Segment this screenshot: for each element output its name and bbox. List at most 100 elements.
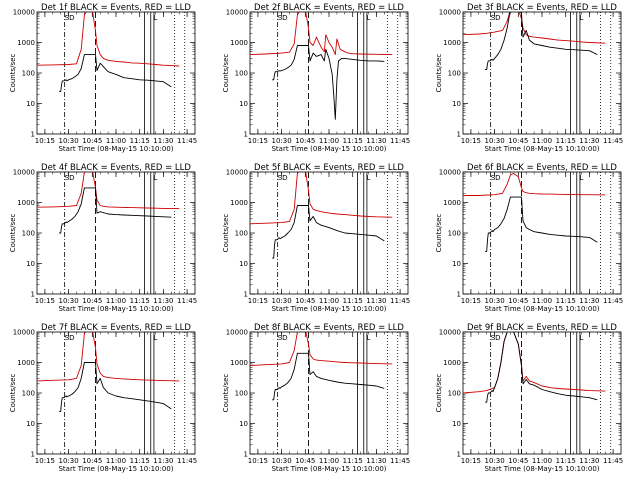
x-tick-label: 11:30 [366,297,386,305]
marker-label: S [491,14,496,22]
chart-panel-4: Det 4f BLACK = Events, RED = LLD 1 10 100 10… [9,163,197,313]
y-tick-label: 100 [448,390,461,398]
x-tick-label: 11:30 [366,137,386,145]
y-tick-label: 100 [22,390,35,398]
y-tick-label: 1000 [230,359,248,367]
chart-panel-6: Det 6f BLACK = Events, RED = LLD 1 10 100 10… [435,163,623,313]
marker-label: S [491,174,496,182]
marker-label: L [580,334,584,342]
series-line-lld [463,172,606,196]
x-tick-label: 11:45 [177,137,197,145]
y-tick-label: 1000 [17,359,35,367]
x-tick-label: 11:45 [603,137,623,145]
marker-label: D [282,14,287,22]
x-tick-label: 10:30 [59,297,79,305]
marker-label: D [282,174,287,182]
series-line-events [485,332,598,403]
time-markers [490,332,612,454]
x-tick-label: 10:15 [461,457,481,465]
x-axis-label: Start Time (08-May-15 10:10:00) [484,305,599,313]
y-tick-label: 1000 [230,199,248,207]
chart-title: Det 9f BLACK = Events, RED = LLD [467,323,617,333]
y-tick-label: 10 [452,420,461,428]
x-tick-label: 10:45 [508,457,528,465]
series-line-lld [250,172,393,225]
series-lines [250,172,393,259]
marker-label: D [495,334,500,342]
marker-label: L [367,174,371,182]
y-tick-label: 100 [22,70,35,78]
y-tick-label: 10000 [13,329,35,337]
y-axis-label: Counts/sec [222,374,230,413]
y-tick-label: 10 [452,100,461,108]
marker-label: D [69,334,74,342]
marker-label: S [278,14,283,22]
marker-label: L [154,14,158,22]
chart-title: Det 7f BLACK = Events, RED = LLD [41,323,191,333]
time-markers [64,332,186,454]
x-tick-label: 11:30 [153,297,173,305]
series-line-lld [37,12,180,67]
x-tick-label: 11:00 [319,297,339,305]
y-tick-label: 1 [31,131,35,139]
y-tick-label: 10 [452,260,461,268]
chart-panel-7: Det 7f BLACK = Events, RED = LLD 1 10 100 10… [9,323,197,473]
x-tick-label: 10:15 [248,137,268,145]
time-markers [277,12,399,134]
y-tick-label: 10000 [439,9,461,17]
x-tick-label: 10:45 [82,297,102,305]
marker-label: L [367,334,371,342]
x-axis-label: Start Time (08-May-15 10:10:00) [484,145,599,153]
marker-label: D [282,334,287,342]
plot-frame [36,11,196,135]
x-axis-label: Start Time (08-May-15 10:10:00) [271,305,386,313]
x-tick-label: 11:00 [106,297,126,305]
x-tick-label: 10:45 [82,137,102,145]
series-lines [463,172,606,252]
marker-label: S [65,174,70,182]
y-tick-label: 1 [31,451,35,459]
series-line-lld [463,332,606,394]
y-tick-label: 1 [31,291,35,299]
plot-frame [462,331,622,455]
time-markers [64,172,186,294]
x-tick-label: 11:45 [177,297,197,305]
plot-frame [249,331,409,455]
series-line-events [59,187,172,234]
x-tick-label: 10:15 [35,297,55,305]
y-tick-label: 1 [457,451,461,459]
x-tick-label: 11:15 [556,137,576,145]
x-tick-label: 10:30 [485,297,505,305]
y-tick-label: 10 [239,100,248,108]
y-axis-label: Counts/sec [9,214,17,253]
y-tick-label: 1 [457,131,461,139]
chart-panel-2: Det 2f BLACK = Events, RED = LLD 1 10 100 10… [222,3,410,153]
x-axis-label: Start Time (08-May-15 10:10:00) [271,145,386,153]
x-tick-label: 11:30 [366,457,386,465]
marker-label: S [278,334,283,342]
chart-title: Det 8f BLACK = Events, RED = LLD [254,323,404,333]
x-tick-label: 11:45 [390,137,410,145]
y-axis-label: Counts/sec [222,214,230,253]
time-markers [277,332,399,454]
x-tick-label: 11:15 [556,457,576,465]
marker-label: L [580,14,584,22]
x-tick-label: 10:15 [248,457,268,465]
series-line-events [485,12,598,70]
x-axis-label: Start Time (08-May-15 10:10:00) [271,465,386,473]
x-tick-label: 11:00 [532,137,552,145]
y-tick-label: 100 [22,230,35,238]
x-tick-label: 11:00 [532,457,552,465]
series-line-events [272,352,385,401]
marker-label: D [69,14,74,22]
y-tick-label: 100 [448,230,461,238]
chart-panel-5: Det 5f BLACK = Events, RED = LLD 1 10 100 10… [222,163,410,313]
x-tick-label: 10:30 [59,137,79,145]
series-line-lld [250,12,393,56]
marker-label: S [491,334,496,342]
x-axis-label: Start Time (08-May-15 10:10:00) [58,305,173,313]
x-tick-label: 11:30 [579,137,599,145]
x-tick-label: 10:15 [461,297,481,305]
x-tick-label: 11:15 [130,457,150,465]
